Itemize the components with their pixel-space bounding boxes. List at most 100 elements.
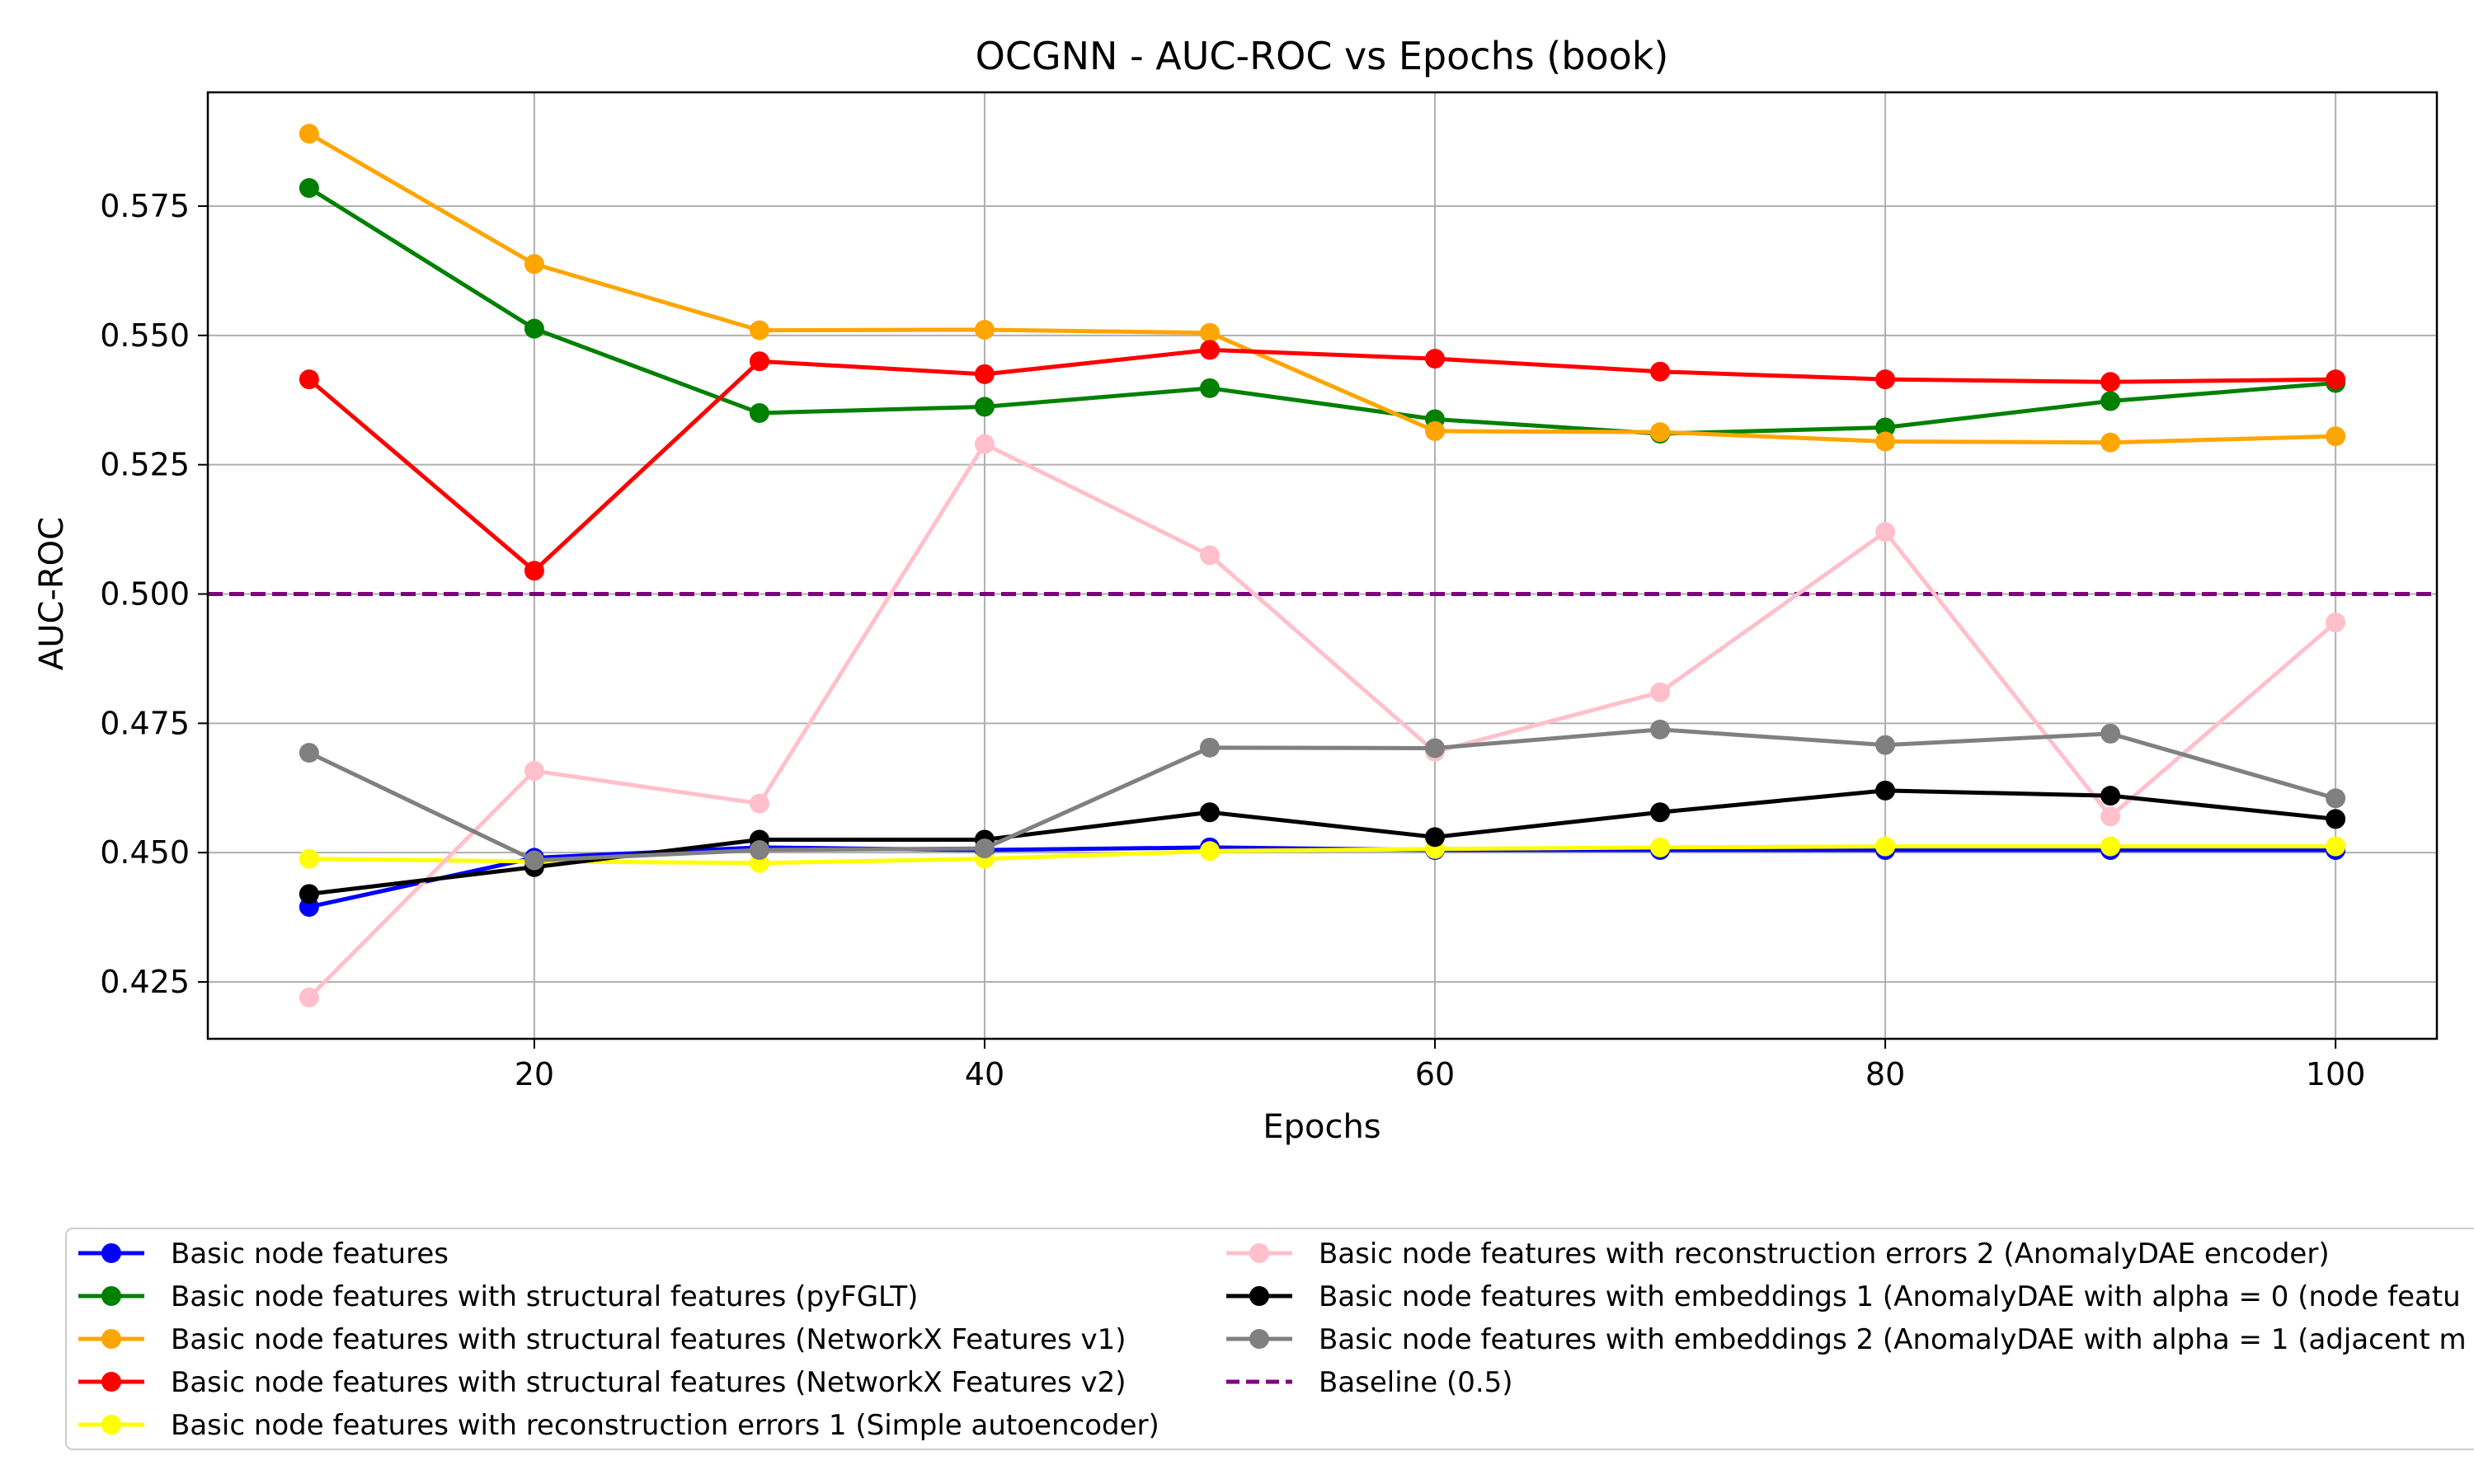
legend-item: Basic node features with reconstruction … bbox=[78, 1409, 1159, 1442]
data-point bbox=[974, 319, 995, 340]
data-point bbox=[2100, 723, 2121, 744]
data-point bbox=[2326, 788, 2346, 809]
legend-label: Basic node features with structural feat… bbox=[171, 1366, 1126, 1399]
data-point bbox=[1650, 422, 1671, 443]
data-point bbox=[1875, 417, 1896, 438]
y-tick-label: 0.525 bbox=[100, 447, 190, 483]
data-point bbox=[1650, 361, 1671, 382]
data-point bbox=[1199, 545, 1220, 566]
legend-item: Basic node features with structural feat… bbox=[78, 1323, 1126, 1356]
data-point bbox=[299, 848, 319, 869]
data-point bbox=[1199, 322, 1220, 343]
legend-item: Basic node features with structural feat… bbox=[78, 1280, 918, 1313]
y-axis-label: AUC-ROC bbox=[33, 517, 71, 670]
y-axis-ticks: 0.425 0.450 0.475 0.500 0.525 0.550 0.575 bbox=[100, 188, 208, 1000]
legend-item: Basic node features bbox=[78, 1237, 449, 1270]
data-point bbox=[299, 178, 319, 199]
data-point bbox=[1199, 378, 1220, 398]
plot-area bbox=[206, 91, 2439, 1040]
data-point bbox=[749, 351, 769, 372]
data-point bbox=[299, 124, 319, 144]
legend-item: Basic node features with structural feat… bbox=[78, 1366, 1126, 1399]
legend-label: Basic node features with embeddings 2 (A… bbox=[1319, 1323, 2467, 1356]
x-tick-label: 80 bbox=[1865, 1056, 1905, 1092]
legend-label: Basic node features with reconstruction … bbox=[171, 1409, 1159, 1442]
legend-swatch-marker bbox=[101, 1415, 121, 1435]
legend-label: Basic node features bbox=[171, 1237, 449, 1270]
data-point bbox=[2326, 836, 2346, 857]
data-point bbox=[1875, 369, 1896, 390]
data-point bbox=[2100, 786, 2121, 806]
legend-label: Basic node features with embeddings 1 (A… bbox=[1319, 1280, 2461, 1313]
data-point bbox=[1199, 841, 1220, 862]
x-tick-label: 40 bbox=[965, 1056, 1004, 1092]
data-point bbox=[1425, 349, 1446, 369]
data-point bbox=[524, 318, 544, 339]
y-tick-label: 0.450 bbox=[100, 834, 190, 871]
legend-swatch-marker bbox=[101, 1286, 121, 1306]
series-6 bbox=[299, 434, 2346, 1007]
legend-swatch-marker bbox=[101, 1243, 121, 1263]
x-tick-label: 100 bbox=[2306, 1056, 2366, 1092]
data-point bbox=[2100, 806, 2121, 827]
series-3 bbox=[299, 124, 2346, 453]
x-tick-label: 60 bbox=[1415, 1056, 1455, 1092]
series-line bbox=[308, 442, 2337, 999]
data-point bbox=[1199, 340, 1220, 360]
y-tick-label: 0.575 bbox=[100, 188, 190, 224]
x-tick-label: 20 bbox=[515, 1056, 554, 1092]
series-line bbox=[308, 132, 2336, 445]
legend-label: Basic node features with structural feat… bbox=[171, 1323, 1126, 1356]
legend: Basic node features Basic node features w… bbox=[65, 1228, 2474, 1450]
data-point bbox=[299, 987, 319, 1007]
data-point bbox=[1425, 420, 1446, 441]
y-tick-label: 0.475 bbox=[100, 705, 190, 741]
data-point bbox=[749, 840, 769, 861]
data-point bbox=[974, 434, 995, 454]
data-point bbox=[524, 254, 544, 275]
legend-swatch-marker bbox=[101, 1372, 121, 1392]
data-point bbox=[299, 884, 319, 904]
data-point bbox=[1650, 719, 1671, 740]
data-point bbox=[2100, 836, 2121, 857]
data-point bbox=[1199, 737, 1220, 758]
legend-swatch-marker bbox=[1249, 1286, 1269, 1306]
data-point bbox=[1875, 836, 1896, 857]
legend-label: Basic node features with structural feat… bbox=[171, 1280, 918, 1313]
legend-item: Basic node features with embeddings 1 (A… bbox=[1226, 1280, 2461, 1313]
data-point bbox=[524, 850, 544, 871]
y-tick-label: 0.425 bbox=[100, 964, 190, 1000]
data-point bbox=[1875, 735, 1896, 755]
series-5 bbox=[299, 836, 2346, 873]
series-line bbox=[308, 347, 2336, 573]
data-point bbox=[2326, 426, 2346, 447]
data-point bbox=[1425, 827, 1446, 848]
series-line bbox=[308, 727, 2336, 863]
data-point bbox=[974, 397, 995, 417]
data-point bbox=[1875, 522, 1896, 542]
legend-label: Basic node features with reconstruction … bbox=[1319, 1237, 2330, 1270]
data-point bbox=[299, 369, 319, 390]
legend-swatch-marker bbox=[1249, 1329, 1269, 1349]
legend-swatch-marker bbox=[1249, 1243, 1269, 1263]
data-point bbox=[749, 402, 769, 423]
data-point bbox=[2100, 372, 2121, 392]
data-point bbox=[749, 320, 769, 340]
series-line bbox=[308, 844, 2336, 866]
y-tick-label: 0.500 bbox=[100, 576, 190, 613]
data-point bbox=[974, 838, 995, 859]
chart-title: OCGNN - AUC-ROC vs Epochs (book) bbox=[976, 34, 1669, 78]
series-8 bbox=[299, 719, 2346, 871]
data-point bbox=[2100, 432, 2121, 453]
legend-swatch-marker bbox=[101, 1329, 121, 1349]
data-point bbox=[1650, 682, 1671, 702]
legend-item: Basic node features with reconstruction … bbox=[1226, 1237, 2330, 1270]
data-point bbox=[2100, 391, 2121, 411]
series-layer bbox=[299, 124, 2346, 1007]
data-point bbox=[1875, 780, 1896, 801]
data-point bbox=[299, 743, 319, 763]
data-point bbox=[1650, 802, 1671, 823]
data-point bbox=[2326, 613, 2346, 633]
x-axis-ticks: 20 40 60 80 100 bbox=[515, 1039, 2366, 1092]
